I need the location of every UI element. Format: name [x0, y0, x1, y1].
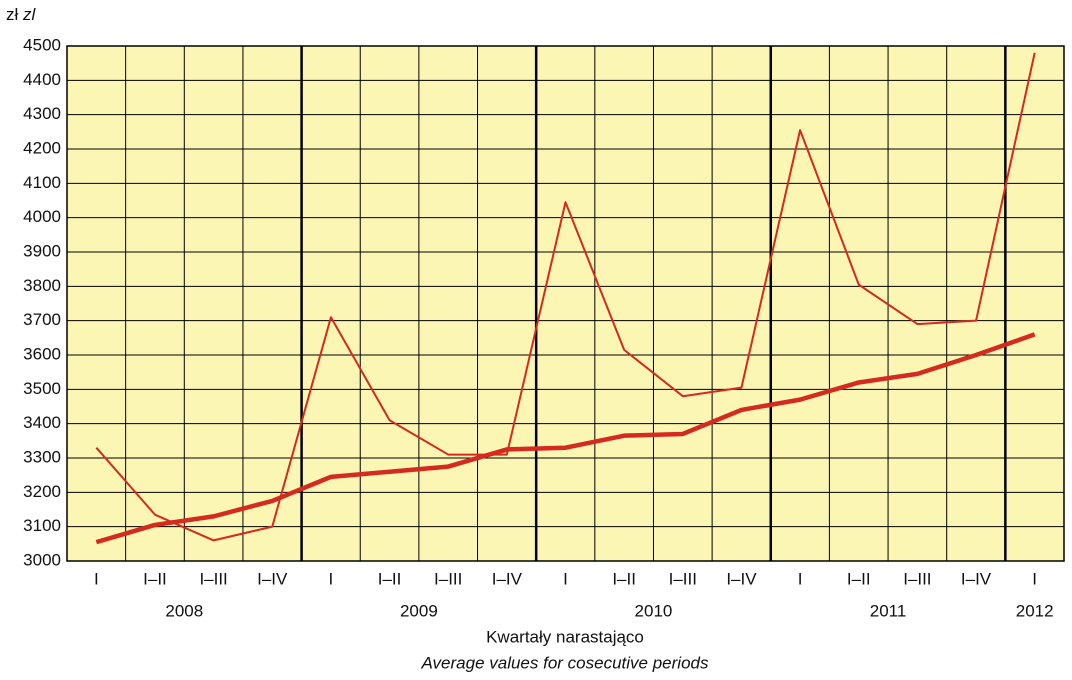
y-tick-label: 3800: [23, 276, 61, 295]
series-line: [95, 332, 1036, 545]
x-axis-label: Kwartały narastająco: [486, 627, 644, 646]
y-unit-en: zl: [22, 5, 37, 24]
year-label: 2012: [1016, 601, 1054, 620]
x-tick-label: I: [94, 569, 99, 588]
x-tick-label: I: [1032, 569, 1037, 588]
x-tick-label: I–II: [143, 569, 167, 588]
y-tick-label: 3900: [23, 241, 61, 260]
x-tick-label: I–IV: [961, 569, 992, 588]
x-tick-label: I–II: [378, 569, 402, 588]
y-tick-label: 3000: [23, 550, 61, 569]
y-tick-label: 3100: [23, 516, 61, 535]
y-tick-label: 4000: [23, 207, 61, 226]
x-tick-label: I–II: [612, 569, 636, 588]
x-tick-label: I: [798, 569, 803, 588]
year-label: 2011: [870, 601, 907, 620]
y-tick-label: 3200: [23, 482, 61, 501]
y-tick-label: 3500: [23, 379, 61, 398]
year-label: 2008: [165, 601, 203, 620]
x-tick-label: I: [329, 569, 334, 588]
year-label: 2009: [400, 601, 438, 620]
y-tick-label: 4400: [23, 70, 61, 89]
y-unit-pl: zł: [6, 5, 19, 24]
x-tick-label: I–IV: [492, 569, 523, 588]
x-tick-label: I–III: [903, 569, 931, 588]
y-tick-label: 3700: [23, 310, 61, 329]
y-tick-label: 4200: [23, 138, 61, 157]
y-tick-label: 3600: [23, 344, 61, 363]
y-unit: zł zl: [6, 5, 37, 24]
series-line: [95, 52, 1036, 542]
x-axis-label-en: Average values for cosecutive periods: [421, 653, 709, 672]
y-tick-label: 4300: [23, 104, 61, 123]
x-tick-label: I–IV: [257, 569, 288, 588]
y-tick-label: 3400: [23, 413, 61, 432]
x-tick-label: I–II: [847, 569, 871, 588]
x-tick-label: I–III: [669, 569, 697, 588]
y-tick-label: 4100: [23, 173, 61, 192]
year-label: 2010: [635, 601, 673, 620]
y-tick-label: 4500: [23, 35, 61, 54]
plot-area: [66, 45, 1065, 562]
x-tick-label: I–III: [199, 569, 227, 588]
y-tick-label: 3300: [23, 447, 61, 466]
x-tick-label: I: [563, 569, 568, 588]
x-tick-label: I–III: [434, 569, 462, 588]
x-tick-label: I–IV: [726, 569, 757, 588]
